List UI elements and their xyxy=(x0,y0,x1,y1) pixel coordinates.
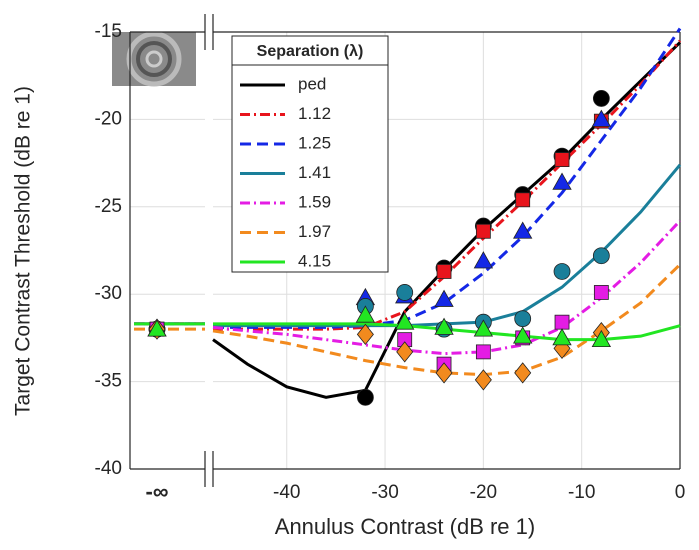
data-marker xyxy=(552,172,572,190)
data-marker xyxy=(395,312,415,330)
series xyxy=(134,27,682,329)
data-marker xyxy=(554,314,570,330)
data-marker xyxy=(356,323,374,346)
data-marker xyxy=(513,221,533,239)
y-tick-label: -30 xyxy=(95,283,122,304)
data-marker xyxy=(475,223,491,239)
x-tick-label: -20 xyxy=(470,482,497,503)
y-tick-label: -15 xyxy=(95,21,122,42)
data-marker xyxy=(434,289,454,307)
data-marker xyxy=(552,328,572,346)
x-break-label: -∞ xyxy=(145,479,168,504)
data-marker xyxy=(436,264,452,279)
data-marker xyxy=(473,251,494,269)
data-marker xyxy=(593,285,609,300)
data-marker xyxy=(473,319,494,337)
legend-label: 1.25 xyxy=(298,133,331,152)
legend: Separation (λ) ped 1.12 1.25 1.41 1.59 1.97 4.1… xyxy=(231,35,389,273)
data-marker xyxy=(513,326,533,344)
data-marker xyxy=(554,152,570,168)
y-axis-title: Target Contrast Threshold (dB re 1) xyxy=(12,86,35,416)
y-tick-label: -25 xyxy=(95,196,122,217)
fit-line xyxy=(212,263,682,377)
data-marker xyxy=(434,317,454,335)
y-tick-label: -20 xyxy=(95,108,122,129)
break-marker xyxy=(147,319,167,337)
legend-label: 1.12 xyxy=(298,104,331,123)
x-axis-title: Annulus Contrast (dB re 1) xyxy=(275,514,535,539)
data-marker xyxy=(553,263,571,280)
legend-label: 4.15 xyxy=(298,251,331,270)
x-tick-label: -40 xyxy=(273,482,300,503)
legend-label: 1.41 xyxy=(298,163,331,182)
legend-label: 1.59 xyxy=(298,192,331,211)
data-marker xyxy=(356,388,374,406)
data-marker xyxy=(514,362,532,384)
data-marker xyxy=(435,362,453,384)
legend-title: Separation (λ) xyxy=(257,43,364,60)
x-tick-label: 0 xyxy=(675,482,686,503)
x-tick-label: -10 xyxy=(568,482,595,503)
y-tick-label: -40 xyxy=(95,458,122,479)
stimulus-thumbnail xyxy=(112,31,196,87)
y-tick-label: -35 xyxy=(95,371,122,392)
data-marker xyxy=(475,344,491,360)
data-marker xyxy=(396,284,414,301)
fit-line xyxy=(213,27,682,329)
legend-label: 1.97 xyxy=(298,222,331,241)
data-marker xyxy=(592,247,610,265)
data-marker xyxy=(396,341,414,363)
data-marker xyxy=(514,310,532,328)
x-tick-label: -30 xyxy=(371,482,398,503)
legend-label: ped xyxy=(298,74,326,93)
data-marker xyxy=(591,329,612,348)
data-marker xyxy=(591,109,612,127)
series xyxy=(134,263,682,377)
data-marker xyxy=(474,369,492,391)
data-marker xyxy=(592,90,610,107)
data-marker xyxy=(515,192,531,208)
data-marker xyxy=(355,305,376,323)
